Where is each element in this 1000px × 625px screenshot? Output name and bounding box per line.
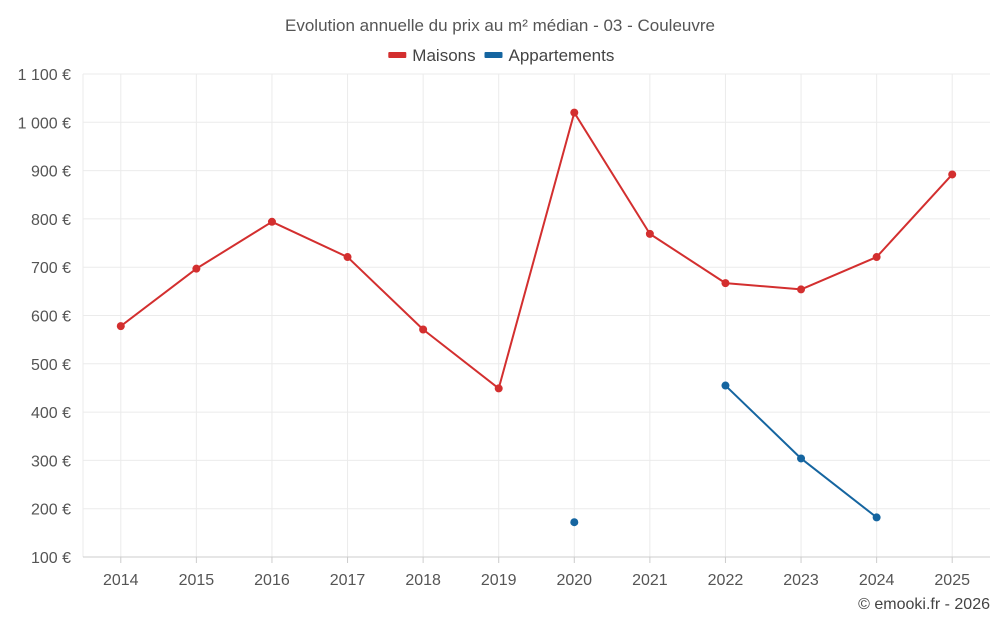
y-tick-label: 100 €	[31, 550, 71, 567]
credit-text: © emooki.fr - 2026	[858, 596, 990, 613]
y-tick-label: 800 €	[31, 212, 71, 229]
legend-item-appartements: Appartements	[484, 46, 615, 65]
data-point	[872, 253, 881, 262]
data-point	[494, 384, 503, 393]
y-tick-label: 500 €	[31, 357, 71, 374]
legend-label: Maisons	[412, 46, 475, 65]
data-point	[343, 253, 352, 262]
x-tick-label: 2023	[783, 572, 819, 589]
x-tick-label: 2025	[934, 572, 970, 589]
y-tick-label: 300 €	[31, 453, 71, 470]
data-point	[721, 279, 730, 288]
y-tick-label: 1 000 €	[18, 115, 71, 132]
x-tick-label: 2020	[556, 572, 592, 589]
series-appartements	[570, 381, 881, 527]
data-point	[797, 454, 806, 463]
y-tick-label: 700 €	[31, 260, 71, 277]
data-point	[570, 518, 579, 527]
legend-label: Appartements	[509, 46, 615, 65]
y-tick-label: 900 €	[31, 164, 71, 181]
data-point	[645, 229, 654, 238]
data-point	[570, 108, 579, 117]
legend: Maisons Appartements	[388, 46, 614, 65]
data-point	[948, 170, 957, 179]
y-tick-label: 1 100 €	[18, 67, 71, 84]
series-layer	[116, 108, 957, 527]
x-tick-label: 2017	[330, 572, 366, 589]
legend-swatch	[388, 52, 407, 58]
grid	[82, 73, 990, 557]
data-point	[192, 264, 201, 273]
data-point	[116, 322, 125, 331]
x-tick-label: 2021	[632, 572, 668, 589]
x-tick-label: 2024	[859, 572, 895, 589]
y-tick-label: 400 €	[31, 405, 71, 422]
x-tick-label: 2018	[405, 572, 441, 589]
x-tick-label: 2019	[481, 572, 517, 589]
x-tick-label: 2015	[179, 572, 215, 589]
series-line	[120, 111, 953, 390]
x-tick-label: 2016	[254, 572, 290, 589]
y-tick-label: 200 €	[31, 502, 71, 519]
y-axis: 100 € 200 € 300 € 400 € 500 € 600 € 700 € 800 €…	[18, 67, 71, 567]
data-point	[267, 217, 276, 226]
y-tick-label: 600 €	[31, 309, 71, 326]
data-point	[797, 285, 806, 294]
series-maisons	[116, 108, 957, 393]
x-tick-label: 2014	[103, 572, 139, 589]
x-axis: 2014 2015 2016 2017 2018 2019 2020 2021 2022 2023…	[83, 556, 990, 589]
legend-item-maisons: Maisons	[388, 46, 476, 65]
data-point	[419, 325, 428, 334]
x-tick-label: 2022	[708, 572, 744, 589]
legend-swatch	[484, 52, 503, 58]
data-point	[721, 381, 730, 390]
chart-title: Evolution annuelle du prix au m² médian …	[285, 16, 715, 35]
data-point	[872, 513, 881, 522]
